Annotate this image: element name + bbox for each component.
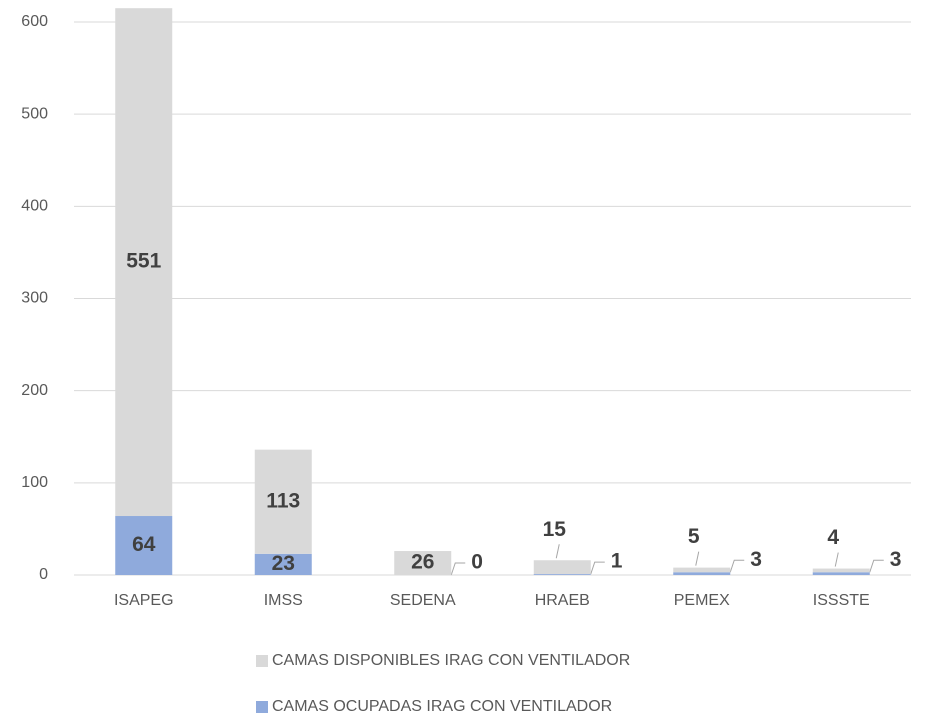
data-label: 23 (272, 552, 295, 575)
leader-line (834, 552, 839, 567)
x-tick-label: SEDENA (390, 592, 456, 609)
data-label: 1 (611, 550, 623, 573)
bar-segment (673, 567, 731, 573)
bar-segment (533, 560, 591, 575)
y-tick-label: 200 (21, 382, 48, 399)
bar-segment (812, 568, 870, 573)
x-tick-label: HRAEB (535, 592, 590, 609)
bar-segment (533, 574, 591, 575)
leader-line (555, 544, 560, 559)
data-label: 5 (688, 525, 700, 548)
data-label: 64 (132, 533, 156, 556)
legend-label: CAMAS DISPONIBLES IRAG CON VENTILADOR (272, 652, 630, 669)
leader-line (729, 559, 745, 573)
x-tick-label: PEMEX (674, 592, 730, 609)
y-tick-label: 600 (21, 13, 48, 30)
y-tick-label: 400 (21, 198, 48, 215)
leader-line (695, 551, 700, 566)
legend-swatch (256, 701, 268, 713)
data-label: 0 (471, 551, 483, 574)
bar-segment (254, 449, 312, 554)
leader-line (590, 561, 605, 575)
bar-segment (394, 551, 452, 575)
y-tick-label: 100 (21, 474, 48, 491)
data-label: 26 (411, 551, 434, 574)
x-tick-label: IMSS (264, 592, 303, 609)
data-label: 3 (890, 548, 902, 571)
data-label: 3 (750, 548, 762, 571)
bar-segment (254, 553, 312, 575)
legend-label: CAMAS OCUPADAS IRAG CON VENTILADOR (272, 698, 612, 715)
data-label: 113 (266, 489, 300, 512)
legend-swatch (256, 655, 268, 667)
y-tick-label: 0 (39, 566, 48, 583)
bar-segment (115, 516, 173, 575)
y-tick-label: 500 (21, 105, 48, 122)
bar-segment (812, 572, 870, 575)
bar-segment (115, 8, 173, 517)
data-label: 551 (126, 250, 161, 273)
data-label: 4 (827, 526, 839, 549)
x-tick-label: ISSSTE (813, 592, 870, 609)
data-label: 15 (543, 518, 567, 541)
y-tick-label: 300 (21, 290, 48, 307)
bar-segment (673, 572, 731, 575)
x-tick-label: ISAPEG (114, 592, 174, 609)
leader-line (869, 559, 884, 573)
leader-line (450, 562, 466, 576)
